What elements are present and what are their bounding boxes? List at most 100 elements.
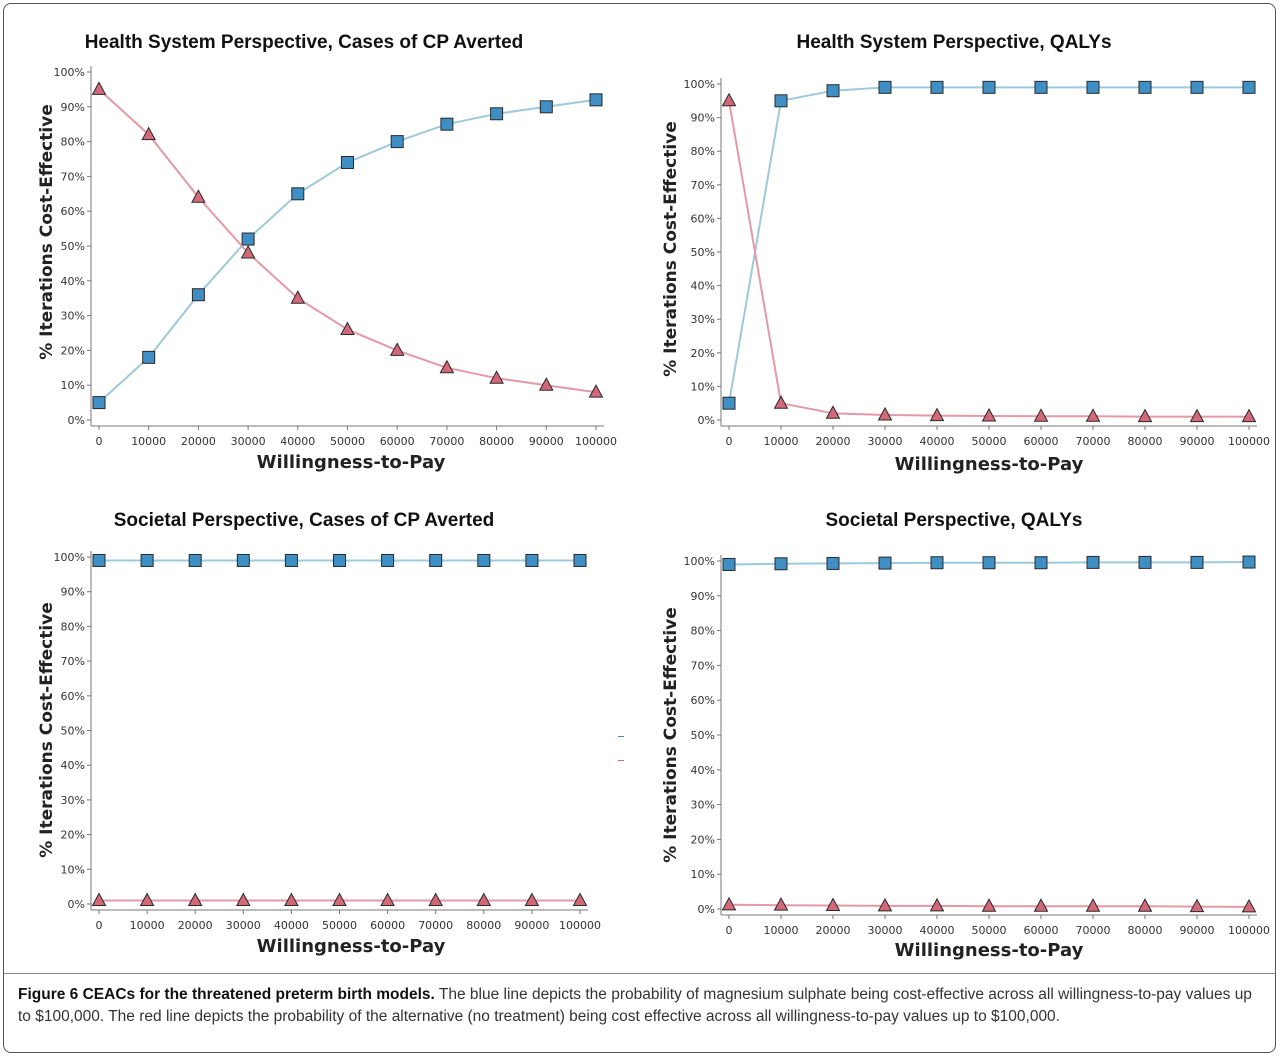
y-tick-label: 10%	[691, 868, 715, 881]
blue-series-line	[728, 86, 1249, 404]
blue-square-marker	[142, 350, 156, 364]
red-triangle-marker	[877, 406, 893, 421]
chart-4-title: Societal Perspective, QALYs	[825, 510, 1083, 531]
x-tick-label: 60000	[1024, 435, 1059, 448]
x-tick-label: 90000	[529, 435, 564, 448]
x-tick-label: 70000	[418, 919, 453, 932]
blue-square-marker	[722, 396, 736, 410]
y-tick-label: 0%	[698, 903, 715, 916]
x-tick-label: 10000	[764, 924, 799, 937]
red-triangle-marker	[538, 377, 554, 391]
y-tick-label: 70%	[691, 179, 715, 192]
blue-square-marker	[241, 232, 255, 246]
x-tick-label: 90000	[514, 919, 549, 932]
y-tick-label: 80%	[61, 136, 85, 149]
red-triangle-marker	[1189, 408, 1205, 423]
red-triangle-marker	[773, 395, 789, 409]
red-triangle-marker	[476, 892, 492, 907]
x-tick-label: 80000	[1128, 435, 1163, 448]
y-tick-label: 50%	[691, 729, 715, 742]
red-triangle-marker	[1085, 408, 1101, 422]
y-tick-label: 10%	[61, 379, 85, 392]
x-tick-label: 10000	[130, 919, 165, 932]
red-triangle-marker	[1137, 898, 1153, 912]
x-tick-label: 80000	[479, 435, 514, 448]
blue-square-marker	[525, 553, 539, 567]
blue-square-marker	[1034, 80, 1048, 94]
red-series-line	[728, 100, 1249, 418]
red-triangle-marker	[1241, 408, 1257, 423]
x-tick-label: 20000	[178, 919, 213, 932]
x-tick-label: 40000	[274, 919, 309, 932]
blue-square-marker	[878, 556, 892, 570]
red-triangle-marker	[981, 898, 997, 912]
y-tick-label: 90%	[61, 586, 85, 599]
x-tick-label: 50000	[322, 919, 357, 932]
blue-square-marker	[333, 553, 346, 567]
red-triangle-marker	[721, 896, 737, 911]
blue-square-marker	[722, 557, 736, 571]
red-triangle-marker	[1085, 898, 1101, 912]
y-tick-label: 60%	[691, 212, 715, 225]
red-triangle-marker	[489, 370, 504, 384]
x-tick-label: 20000	[181, 435, 216, 448]
figure-frame: Health System Perspective, Cases of CP A…	[3, 3, 1276, 1053]
x-tick-label: 30000	[231, 435, 266, 448]
x-tick-label: 40000	[920, 435, 955, 448]
red-triangle-marker	[588, 384, 604, 398]
y-tick-label: 90%	[691, 112, 715, 125]
blue-square-marker	[284, 553, 298, 567]
blue-square-marker	[982, 556, 996, 570]
blue-square-marker	[573, 553, 587, 567]
x-tick-label: 50000	[330, 435, 365, 448]
red-triangle-marker	[240, 244, 256, 259]
red-triangle-marker	[91, 892, 107, 907]
x-tick-label: 20000	[816, 435, 851, 448]
red-triangle-marker	[290, 290, 306, 304]
x-tick-label: 30000	[226, 919, 261, 932]
chart-1-x-axis-label: Willingness-to-Pay	[256, 452, 446, 473]
y-tick-label: 40%	[61, 759, 85, 772]
x-tick-label: 100000	[1228, 435, 1270, 448]
blue-square-marker	[774, 557, 788, 571]
x-tick-label: 100000	[575, 435, 617, 448]
red-triangle-marker	[825, 897, 841, 912]
chart-1-title: Health System Perspective, Cases of CP A…	[84, 32, 524, 53]
x-tick-label: 60000	[370, 919, 405, 932]
x-tick-label: 100000	[1228, 924, 1270, 937]
blue-square-marker	[341, 155, 354, 169]
x-tick-label: 70000	[429, 435, 464, 448]
red-triangle-marker	[141, 126, 157, 141]
y-tick-label: 50%	[61, 725, 85, 738]
blue-square-marker	[930, 556, 944, 570]
blue-square-marker	[1242, 555, 1256, 569]
red-triangle-marker	[332, 892, 347, 907]
blue-square-marker	[477, 553, 491, 567]
red-triangle-marker	[825, 405, 841, 419]
stray-blue-mark	[618, 736, 624, 737]
y-tick-label: 50%	[61, 240, 85, 253]
y-tick-label: 10%	[691, 380, 715, 393]
red-triangle-marker	[773, 897, 789, 911]
x-tick-label: 50000	[972, 435, 1007, 448]
blue-square-marker	[982, 80, 996, 94]
blue-square-marker	[1190, 555, 1204, 569]
red-triangle-marker	[380, 892, 395, 907]
caption-text: The blue line depicts the probability of…	[18, 986, 1252, 1025]
caption-label: Figure 6 CEACs for the threatened preter…	[18, 986, 435, 1003]
chart-3-x-axis-label: Willingness-to-Pay	[256, 936, 446, 957]
blue-square-marker	[191, 288, 205, 302]
y-tick-label: 30%	[691, 313, 715, 326]
red-triangle-marker	[235, 892, 251, 907]
blue-square-marker	[1034, 556, 1048, 570]
y-tick-label: 40%	[691, 280, 715, 293]
blue-square-marker	[826, 556, 840, 570]
y-tick-label: 70%	[691, 659, 715, 672]
blue-square-marker	[381, 553, 395, 567]
x-tick-label: 70000	[1076, 435, 1111, 448]
blue-square-marker	[1086, 555, 1100, 569]
red-triangle-marker	[877, 897, 893, 912]
x-tick-label: 60000	[380, 435, 415, 448]
blue-square-marker	[291, 187, 305, 201]
red-triangle-marker	[1033, 898, 1049, 912]
